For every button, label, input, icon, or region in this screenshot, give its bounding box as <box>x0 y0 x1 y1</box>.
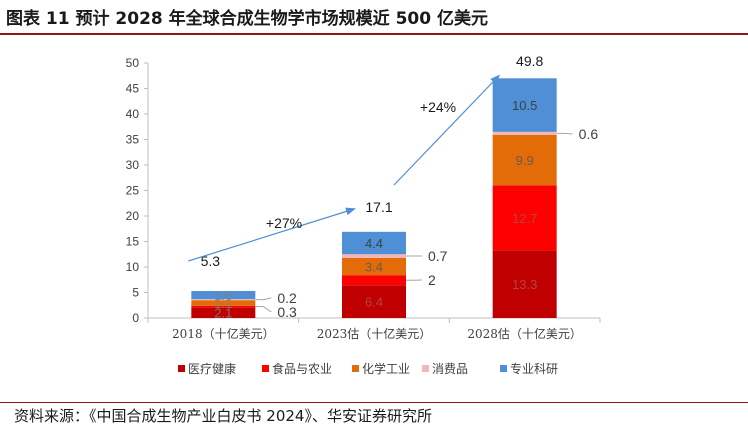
value-label: 1.6 <box>214 288 232 303</box>
total-label: 17.1 <box>365 199 392 215</box>
y-tick-label: 0 <box>132 311 139 325</box>
value-label: 10.5 <box>512 98 537 113</box>
y-tick-label: 40 <box>126 107 140 121</box>
source-note: 资料来源：《中国合成生物产业白皮书 2024》、华安证券研究所 <box>14 407 432 425</box>
value-label: 0.6 <box>579 126 599 142</box>
growth-arrow <box>393 74 501 186</box>
value-label: 0.7 <box>428 248 448 264</box>
chart-title: 图表 11 预计 2028 年全球合成生物学市场规模近 500 亿美元 <box>6 9 488 29</box>
bar-2-3 <box>492 185 557 251</box>
y-tick-label: 5 <box>132 286 139 300</box>
leader-line <box>255 306 272 313</box>
value-label: 4.4 <box>365 236 383 251</box>
value-label: 2 <box>428 272 436 288</box>
legend-swatch <box>422 365 429 372</box>
value-label: 9.9 <box>516 153 534 168</box>
total-label: 49.8 <box>516 53 543 69</box>
legend-label: 化学工业 <box>362 361 410 376</box>
bar-5-1 <box>191 290 256 300</box>
bar-5-3 <box>492 78 557 132</box>
value-label: 2.1 <box>214 306 232 321</box>
legend-swatch <box>500 365 507 372</box>
bars <box>191 78 557 318</box>
legend-label: 专业科研 <box>510 361 558 376</box>
growth-label: +24% <box>420 99 456 115</box>
title-divider <box>0 33 748 35</box>
bar-1-3 <box>492 250 557 318</box>
value-label: 0.3 <box>277 304 297 320</box>
bar-2-1 <box>191 305 256 308</box>
bar-3-1 <box>191 300 256 306</box>
y-tick-label: 30 <box>126 158 140 172</box>
y-tick-label: 15 <box>126 235 140 249</box>
x-tick-label: 2028估（十亿美元） <box>467 326 582 341</box>
value-label: 6.4 <box>365 295 383 310</box>
value-label: 13.3 <box>512 277 537 292</box>
legend: 医疗健康 食品与农业 化学工业 消费品 专业科研 <box>178 361 558 376</box>
bar-4-1 <box>191 299 256 301</box>
y-tick-label: 50 <box>126 56 140 70</box>
value-label: 1.1 <box>214 296 232 311</box>
data-labels: 2.1 0.3 1.1 0.2 1.6 6.4 2 3.4 0.7 4.4 13.3 12.7 9.9 0… <box>214 98 598 321</box>
y-tick-label: 35 <box>126 133 140 147</box>
value-label: 3.4 <box>365 259 383 274</box>
legend-swatch <box>352 365 359 372</box>
growth-label: +27% <box>266 215 302 231</box>
leader-line <box>255 297 272 301</box>
y-tick-label: 45 <box>126 82 140 96</box>
bar-2-2 <box>342 275 406 286</box>
bar-1-2 <box>342 285 406 318</box>
total-label: 5.3 <box>201 253 221 269</box>
axes: 0 5 10 15 20 25 30 35 40 45 50 2018（十亿美元） 2023估（十亿美元… <box>126 56 601 341</box>
bar-3-3 <box>492 134 557 186</box>
bar-1-1 <box>191 307 256 318</box>
legend-swatch <box>178 365 185 372</box>
source-divider <box>0 402 748 403</box>
leader-line <box>556 132 573 135</box>
legend-swatch <box>262 365 269 372</box>
annotations: 5.3 17.1 49.8 +27% +24% <box>188 53 544 269</box>
growth-arrow <box>188 207 356 262</box>
legend-label: 食品与农业 <box>272 361 332 376</box>
legend-label: 消费品 <box>432 362 468 376</box>
y-tick-label: 10 <box>126 260 140 274</box>
stacked-bar-chart: 0 5 10 15 20 25 30 35 40 45 50 2018（十亿美元） 2023估（十亿美元… <box>126 53 601 376</box>
bar-4-2 <box>342 254 406 258</box>
x-tick-label: 2018（十亿美元） <box>172 326 275 341</box>
bar-4-3 <box>492 131 557 135</box>
y-tick-label: 25 <box>126 184 140 198</box>
x-tick-label: 2023估（十亿美元） <box>317 326 432 341</box>
legend-label: 医疗健康 <box>188 361 236 376</box>
bar-3-2 <box>342 257 406 276</box>
value-label: 12.7 <box>512 211 537 226</box>
y-tick-label: 20 <box>126 209 140 223</box>
bar-5-2 <box>342 231 406 255</box>
value-label: 0.2 <box>277 290 297 306</box>
